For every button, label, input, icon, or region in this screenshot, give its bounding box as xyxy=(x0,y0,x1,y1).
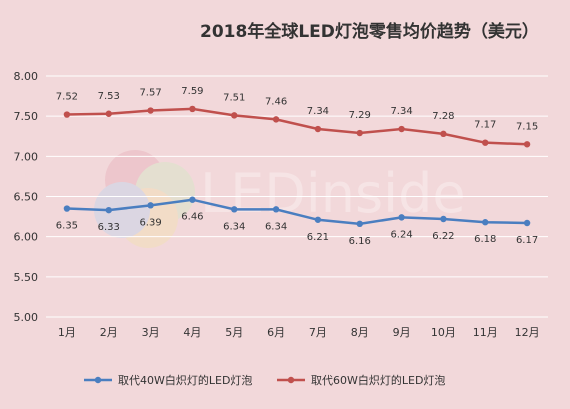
data-label: 6.22 xyxy=(432,231,454,242)
legend: 取代40W白炽灯的LED灯泡 取代60W白炽灯的LED灯泡 xyxy=(84,373,445,387)
data-point xyxy=(231,206,238,213)
x-tick-label: 5月 xyxy=(225,326,243,339)
legend-marker xyxy=(94,376,102,384)
y-tick-label: 7.00 xyxy=(14,150,39,163)
data-label: 6.17 xyxy=(516,235,538,246)
data-point xyxy=(189,105,196,113)
data-label: 6.33 xyxy=(98,222,120,233)
data-label: 7.59 xyxy=(181,86,203,97)
data-point xyxy=(482,219,489,226)
series-line xyxy=(66,107,528,146)
chart-title: 2018年全球LED灯泡零售均价趋势（美元） xyxy=(200,21,539,42)
data-label: 7.28 xyxy=(432,111,454,122)
data-label: 6.34 xyxy=(265,221,287,232)
data-label: 6.21 xyxy=(307,232,329,243)
watermark: LEDinside xyxy=(94,150,466,248)
data-point xyxy=(440,215,447,223)
data-point xyxy=(147,202,154,209)
y-axis: 5.00 5.50 6.00 6.50 7.00 7.50 8.00 xyxy=(14,70,39,324)
data-label: 7.57 xyxy=(139,88,161,99)
legend-label: 取代60W白炽灯的LED灯泡 xyxy=(311,373,445,387)
x-tick-label: 4月 xyxy=(183,326,201,339)
data-point xyxy=(231,112,238,119)
data-point xyxy=(356,220,363,228)
data-label: 7.52 xyxy=(56,92,78,103)
y-tick-label: 5.00 xyxy=(14,311,39,324)
data-point xyxy=(398,214,405,221)
data-label: 6.35 xyxy=(56,221,78,232)
data-label: 7.15 xyxy=(516,121,538,132)
x-tick-label: 3月 xyxy=(142,326,160,339)
data-point xyxy=(482,139,489,146)
series-layer xyxy=(63,105,531,228)
x-tick-label: 2月 xyxy=(100,326,118,339)
y-tick-label: 6.00 xyxy=(14,231,39,244)
data-point xyxy=(63,111,71,118)
x-tick-label: 11月 xyxy=(473,326,498,339)
x-tick-label: 10月 xyxy=(431,326,456,339)
y-tick-label: 7.50 xyxy=(14,110,39,123)
data-label: 6.16 xyxy=(349,236,371,247)
data-label: 6.46 xyxy=(181,212,203,223)
y-tick-label: 8.00 xyxy=(14,70,39,83)
x-tick-label: 1月 xyxy=(58,326,76,339)
grid xyxy=(46,75,548,318)
x-tick-label: 8月 xyxy=(351,326,369,339)
data-label: 7.17 xyxy=(474,120,496,131)
data-point xyxy=(314,125,322,133)
data-point xyxy=(272,116,280,123)
x-tick-label: 6月 xyxy=(267,326,285,339)
legend-label: 取代40W白炽灯的LED灯泡 xyxy=(118,373,252,387)
legend-marker xyxy=(287,376,295,384)
data-label: 7.46 xyxy=(265,96,287,107)
data-label: 7.53 xyxy=(98,91,120,102)
data-label: 6.39 xyxy=(139,217,161,228)
data-label: 7.51 xyxy=(223,92,245,103)
data-point xyxy=(63,205,71,212)
x-tick-label: 7月 xyxy=(309,326,327,339)
data-labels: 6.35 6.33 6.39 6.46 6.34 6.34 6.21 6.16 6.24 6.22… xyxy=(56,86,538,247)
x-tick-label: 9月 xyxy=(393,326,411,339)
data-point xyxy=(147,107,154,114)
data-label: 7.34 xyxy=(307,106,329,117)
data-label: 6.34 xyxy=(223,221,245,232)
data-point xyxy=(440,130,447,138)
x-axis: 1月 2月 3月 4月 5月 6月 7月 8月 9月 10月 11月 12月 xyxy=(58,326,540,339)
y-tick-label: 6.50 xyxy=(14,191,39,204)
y-tick-label: 5.50 xyxy=(14,271,39,284)
series-line xyxy=(66,198,528,226)
data-point xyxy=(398,125,405,133)
data-label: 7.34 xyxy=(390,106,412,117)
data-point xyxy=(189,196,196,203)
data-point xyxy=(523,219,531,227)
x-tick-label: 12月 xyxy=(515,326,540,339)
data-label: 6.24 xyxy=(390,229,412,240)
data-point xyxy=(272,206,280,213)
data-point xyxy=(523,141,531,148)
data-label: 6.18 xyxy=(474,234,496,245)
data-point xyxy=(105,110,112,117)
watermark-text: LEDinside xyxy=(200,162,466,225)
data-point xyxy=(105,206,112,214)
data-point xyxy=(314,216,322,223)
data-label: 7.29 xyxy=(349,110,371,121)
data-point xyxy=(356,129,363,137)
